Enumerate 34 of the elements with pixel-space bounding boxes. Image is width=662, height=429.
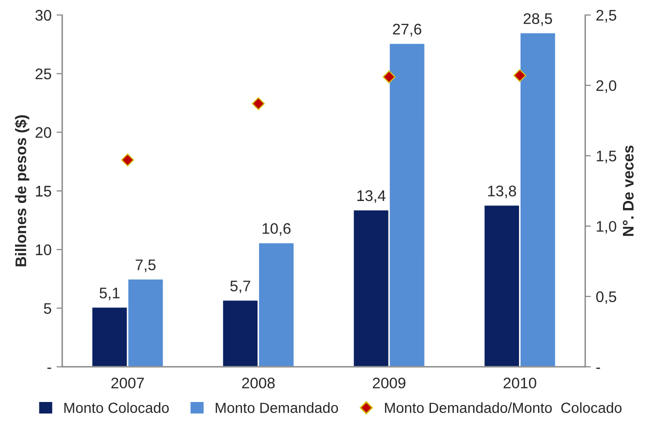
- point: [252, 97, 265, 110]
- legend-label: Monto Demandado/Monto Colocado: [385, 402, 622, 413]
- y2-tick-label: 2,5: [596, 10, 616, 23]
- y-tick-label: -: [47, 368, 52, 369]
- data-label: 13,4: [357, 190, 386, 203]
- y-tick-label: 25: [36, 68, 52, 80]
- y-tick-label: 15: [36, 186, 52, 197]
- data-label: 10,6: [262, 223, 291, 236]
- data-label: 5,7: [230, 280, 250, 294]
- y2-axis-title: N°. De veces: [622, 146, 634, 236]
- point: [382, 70, 396, 84]
- x-tick-label: 2010: [504, 378, 536, 388]
- x-tick-label: 2007: [111, 378, 144, 388]
- y2-tick-label: 0,5: [596, 291, 616, 304]
- y2-tick-label: 2,0: [596, 80, 616, 93]
- data-label: 13,8: [488, 186, 516, 198]
- legend-label: Monto Demandado: [216, 402, 338, 413]
- y-axis-title: Billones de pesos ($): [14, 115, 30, 266]
- data-label: 5,1: [100, 288, 120, 300]
- data-label: 7,5: [136, 260, 156, 272]
- y2-tick-label: 1,0: [596, 220, 616, 234]
- legend-label: Monto Colocado: [64, 402, 169, 413]
- y-tick-label: 5: [44, 303, 52, 314]
- y2-tick-label: 1,5: [596, 150, 616, 164]
- point: [121, 154, 134, 166]
- x-tick-label: 2008: [242, 378, 275, 388]
- point: [513, 69, 526, 82]
- y-tick-label: 10: [36, 244, 52, 256]
- y2-tick-label: -: [596, 368, 600, 369]
- data-label: 27,6: [392, 24, 422, 36]
- y-tick-label: 20: [36, 127, 52, 138]
- data-label: 28,5: [524, 13, 552, 26]
- x-tick-label: 2009: [372, 378, 406, 388]
- y-tick-label: 30: [35, 10, 52, 21]
